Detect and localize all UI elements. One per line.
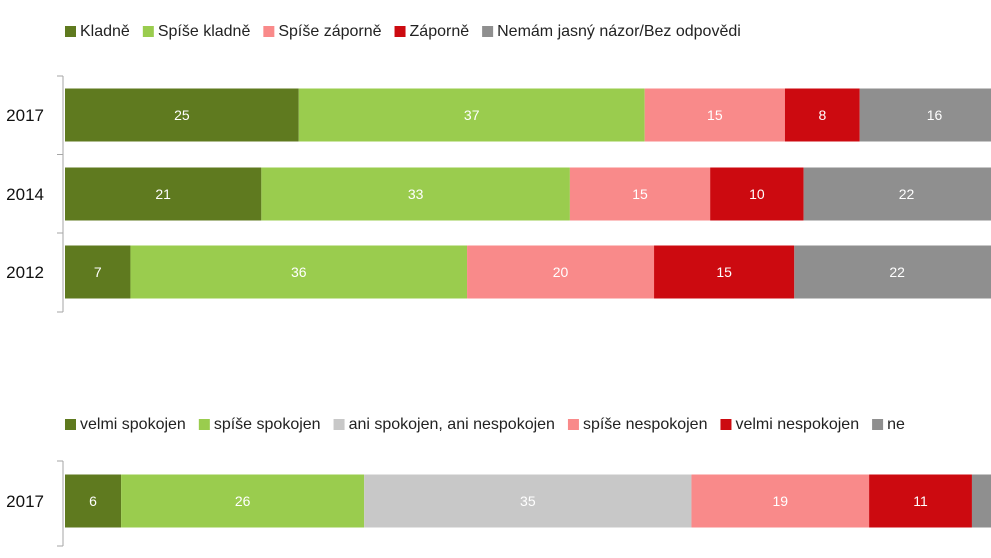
legend-swatch (394, 26, 406, 37)
bar-segment (65, 88, 299, 142)
data-label: 16 (927, 107, 943, 123)
category-label: 2012 (6, 263, 44, 282)
bar-segment (691, 474, 870, 528)
legend-item: Spíše záporně (263, 23, 382, 40)
bar-segment (710, 167, 804, 221)
legend-label: Spíše záporně (278, 23, 381, 40)
legend-swatch (198, 419, 210, 430)
bar-segment (869, 474, 972, 528)
legend: Kladně Spíše kladně Spíše záporně Záporně Ne… (65, 23, 741, 40)
data-label: 22 (899, 186, 915, 202)
data-label: 19 (772, 493, 788, 509)
legend-item: Záporně (394, 23, 470, 40)
bar-segment (644, 88, 785, 142)
legend-item: ani spokojen, ani nespokojen (333, 416, 555, 433)
chart-opinion: Kladně Spíše kladně Spíše záporně Záporně Ne… (6, 23, 991, 313)
legend-label: Spíše kladně (158, 23, 251, 40)
category-label: 2017 (6, 106, 44, 125)
bar-segment (298, 88, 645, 142)
legend-label: velmi spokojen (80, 416, 186, 433)
legend-swatch (872, 419, 884, 430)
legend-item: velmi nespokojen (720, 416, 859, 433)
legend-item: velmi spokojen (65, 416, 186, 433)
legend-item: Nemám jasný názor/Bez odpovědi (482, 23, 741, 40)
legend-item: ne (872, 416, 905, 433)
data-label: 7 (94, 264, 102, 280)
data-label: 15 (632, 186, 648, 202)
data-label: 22 (889, 264, 905, 280)
legend-swatch (720, 419, 732, 430)
data-label: 26 (235, 493, 251, 509)
legend-swatch (263, 26, 275, 37)
bar-segment (364, 474, 692, 528)
bar-segment (467, 245, 655, 299)
bar-segment (65, 245, 131, 299)
legend-label: spíše spokojen (214, 416, 321, 433)
legend-item: spíše spokojen (198, 416, 321, 433)
data-label: 6 (89, 493, 97, 509)
category-label: 2014 (6, 185, 44, 204)
data-label: 33 (408, 186, 424, 202)
legend-label: velmi nespokojen (735, 416, 859, 433)
data-label: 11 (913, 493, 928, 509)
data-label: 20 (553, 264, 569, 280)
legend-swatch (482, 26, 494, 37)
data-label: 8 (818, 107, 826, 123)
bar-segment (654, 245, 795, 299)
bar-segment (569, 167, 711, 221)
bar-segment (121, 474, 365, 528)
data-label: 25 (174, 107, 190, 123)
legend-item: spíše nespokojen (567, 416, 708, 433)
data-label: 15 (716, 264, 732, 280)
bar-segment (971, 474, 991, 528)
bar-segment (859, 88, 991, 142)
chart-satisfaction: velmi spokojen spíše spokojen ani spokojen… (6, 416, 991, 547)
data-label: 21 (155, 186, 171, 202)
legend-swatch (142, 26, 154, 37)
legend-item: Spíše kladně (142, 23, 251, 40)
bar-segment (784, 88, 860, 142)
legend-label: ne (887, 416, 905, 433)
data-label: 37 (464, 107, 480, 123)
legend-swatch (567, 419, 579, 430)
legend-item: Kladně (65, 23, 130, 40)
bar-segment (803, 167, 991, 221)
legend-label: Nemám jasný názor/Bez odpovědi (497, 23, 741, 40)
bar-segment (65, 474, 122, 528)
bar-segment (65, 167, 262, 221)
legend-swatch (65, 26, 76, 37)
data-label: 35 (520, 493, 536, 509)
legend-label: Záporně (410, 23, 470, 40)
bar-segment (794, 245, 991, 299)
category-label: 2017 (6, 492, 44, 511)
data-label: 10 (749, 186, 765, 202)
legend-swatch (333, 419, 345, 430)
legend-label: ani spokojen, ani nespokojen (349, 416, 555, 433)
bar-segment (130, 245, 468, 299)
data-label: 15 (707, 107, 723, 123)
bar-segment (261, 167, 570, 221)
legend-label: Kladně (80, 23, 130, 40)
legend-swatch (65, 419, 76, 430)
data-label: 36 (291, 264, 307, 280)
legend-label: spíše nespokojen (583, 416, 708, 433)
legend: velmi spokojen spíše spokojen ani spokojen… (65, 416, 905, 433)
